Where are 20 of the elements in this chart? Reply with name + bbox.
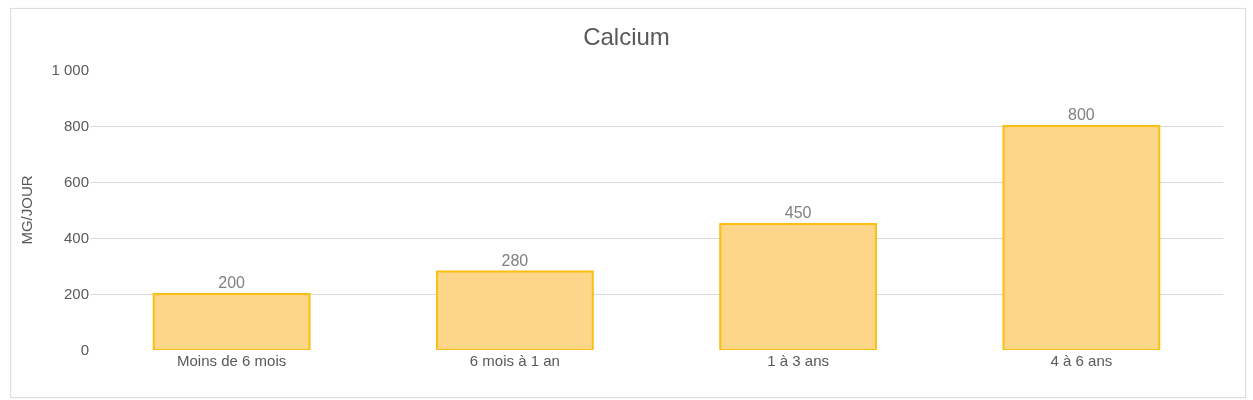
x-tick-label: 1 à 3 ans — [767, 352, 829, 369]
bar — [719, 223, 878, 350]
bar — [1002, 125, 1161, 350]
data-label: 450 — [784, 204, 812, 221]
y-tick-label: 0 — [80, 341, 89, 359]
y-tick-label: 200 — [63, 285, 89, 303]
y-tick-label: 600 — [63, 173, 89, 191]
y-tick-label: 400 — [63, 229, 89, 247]
bar — [152, 293, 311, 350]
data-label: 800 — [1067, 106, 1095, 123]
chart-title: Calcium — [583, 22, 670, 50]
data-label: 200 — [218, 274, 246, 291]
y-tick-label: 1 000 — [51, 61, 89, 79]
bar — [435, 270, 594, 350]
x-tick-label: 6 mois à 1 an — [469, 352, 560, 369]
x-tick-label: 4 à 6 ans — [1050, 352, 1113, 369]
x-tick-label: Moins de 6 mois — [177, 352, 287, 369]
data-label: 280 — [501, 251, 529, 269]
y-axis-title: MG/JOUR — [17, 175, 35, 245]
y-tick-label: 800 — [63, 117, 89, 135]
